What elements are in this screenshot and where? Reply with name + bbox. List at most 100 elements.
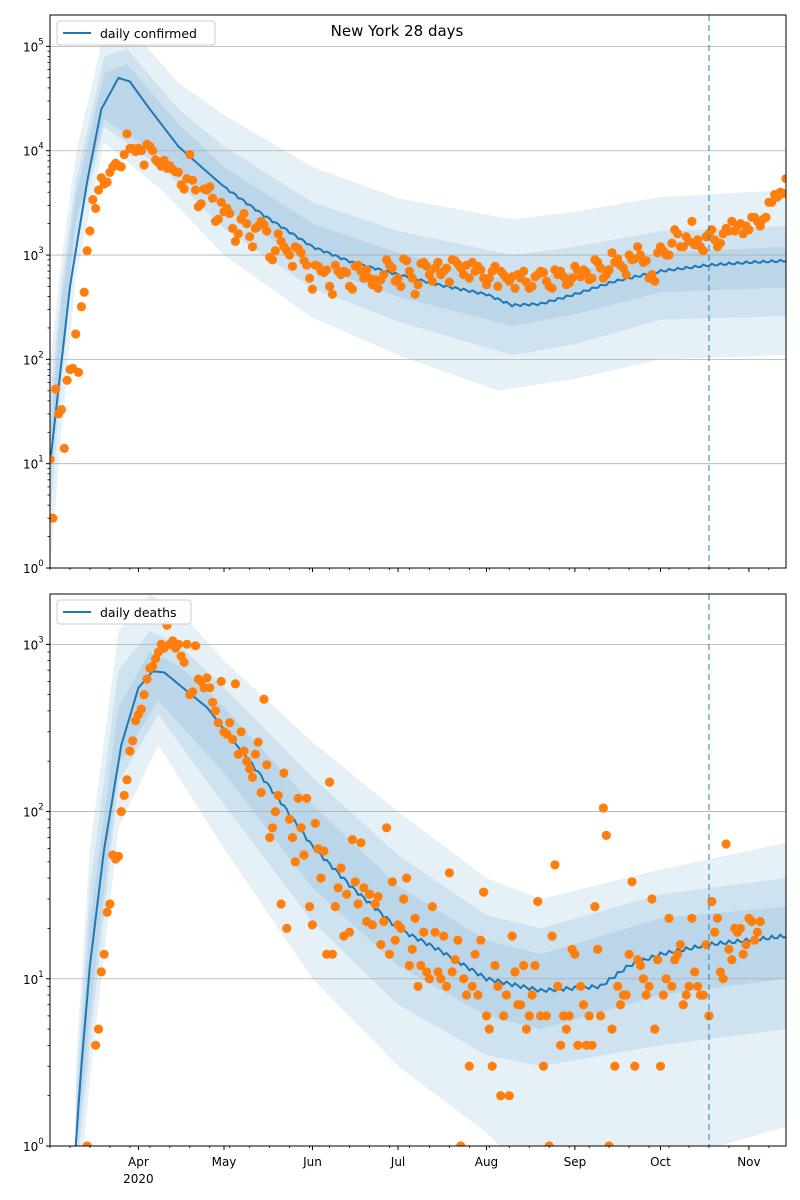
data-point	[230, 236, 240, 246]
data-point	[142, 674, 152, 684]
data-point	[336, 863, 346, 873]
data-point	[56, 405, 66, 415]
data-point	[342, 267, 352, 278]
data-point	[213, 214, 223, 224]
data-point	[250, 749, 260, 759]
data-point	[402, 873, 412, 883]
data-point	[621, 990, 631, 1000]
data-point	[242, 219, 252, 229]
x-tick-label: Sep	[564, 1155, 587, 1169]
data-point	[519, 266, 529, 276]
data-point	[673, 229, 683, 239]
y-tick-exponent: 2	[38, 803, 43, 813]
data-point	[675, 940, 686, 950]
data-point	[687, 216, 697, 226]
y-tick-exponent: 0	[38, 559, 43, 569]
data-point	[322, 265, 332, 275]
data-point	[396, 281, 406, 291]
data-point	[59, 443, 69, 453]
data-point	[573, 1040, 583, 1050]
data-point	[116, 807, 126, 817]
data-point	[493, 981, 503, 992]
data-point	[621, 270, 631, 280]
y-tick-exponent: 2	[38, 350, 43, 360]
data-point	[507, 931, 517, 941]
data-point	[367, 920, 377, 930]
data-point	[741, 940, 751, 950]
data-point	[267, 255, 278, 265]
data-point	[613, 981, 623, 992]
data-point	[85, 226, 95, 236]
data-point	[755, 916, 765, 927]
data-point	[265, 832, 275, 843]
data-point	[667, 238, 677, 248]
data-point	[590, 902, 600, 912]
data-point	[424, 974, 434, 984]
data-point	[693, 235, 703, 245]
data-point	[342, 889, 352, 899]
data-point	[379, 916, 389, 927]
data-point	[678, 1000, 688, 1010]
data-point	[624, 949, 634, 959]
data-point	[216, 676, 226, 687]
axes-frame	[49, 593, 787, 1147]
data-point	[698, 990, 708, 1000]
x-tick-year-label: 2020	[123, 1172, 154, 1186]
data-point	[718, 974, 728, 984]
y-tick-label: 100	[23, 1137, 44, 1154]
data-point	[407, 944, 417, 954]
data-point	[587, 1040, 597, 1050]
data-point	[467, 981, 477, 992]
data-point	[607, 248, 617, 258]
data-point	[285, 250, 295, 260]
data-point	[527, 281, 537, 291]
data-point	[538, 1061, 549, 1071]
y-tick-exponent: 4	[38, 142, 43, 152]
data-point	[267, 823, 278, 833]
data-point	[407, 273, 417, 283]
data-point	[593, 944, 603, 954]
data-point	[584, 1011, 594, 1021]
data-point	[262, 226, 272, 236]
legend-box	[56, 599, 192, 625]
data-point	[633, 242, 643, 252]
data-point	[73, 367, 84, 377]
data-point	[139, 690, 149, 700]
data-point	[116, 162, 126, 172]
data-point	[422, 261, 432, 271]
data-point	[270, 807, 280, 817]
data-point	[122, 775, 132, 785]
data-point	[373, 892, 383, 902]
data-point	[553, 981, 563, 992]
data-point	[396, 923, 406, 934]
data-point	[79, 287, 89, 297]
data-point	[647, 894, 657, 904]
data-point	[567, 273, 577, 283]
data-point	[119, 149, 129, 160]
data-point	[461, 990, 472, 1000]
data-point	[752, 927, 763, 937]
data-point	[761, 212, 771, 222]
data-point	[596, 263, 606, 273]
figure-title: New York 28 days	[331, 22, 464, 40]
data-point	[470, 949, 480, 959]
data-point	[305, 902, 315, 912]
data-point	[521, 1024, 532, 1034]
data-point	[296, 248, 306, 258]
data-point	[253, 737, 263, 747]
data-point	[325, 281, 335, 291]
data-point	[128, 736, 138, 746]
data-point	[173, 167, 183, 177]
data-point	[473, 990, 483, 1000]
data-point	[510, 967, 520, 977]
data-point	[735, 923, 746, 934]
data-point	[427, 902, 437, 912]
data-point	[239, 208, 249, 219]
data-point	[91, 203, 101, 213]
data-point	[413, 981, 423, 992]
data-point	[387, 877, 397, 887]
y-tick-label: 102	[23, 350, 44, 367]
x-tick-label: May	[212, 1155, 237, 1169]
data-point	[273, 790, 283, 801]
